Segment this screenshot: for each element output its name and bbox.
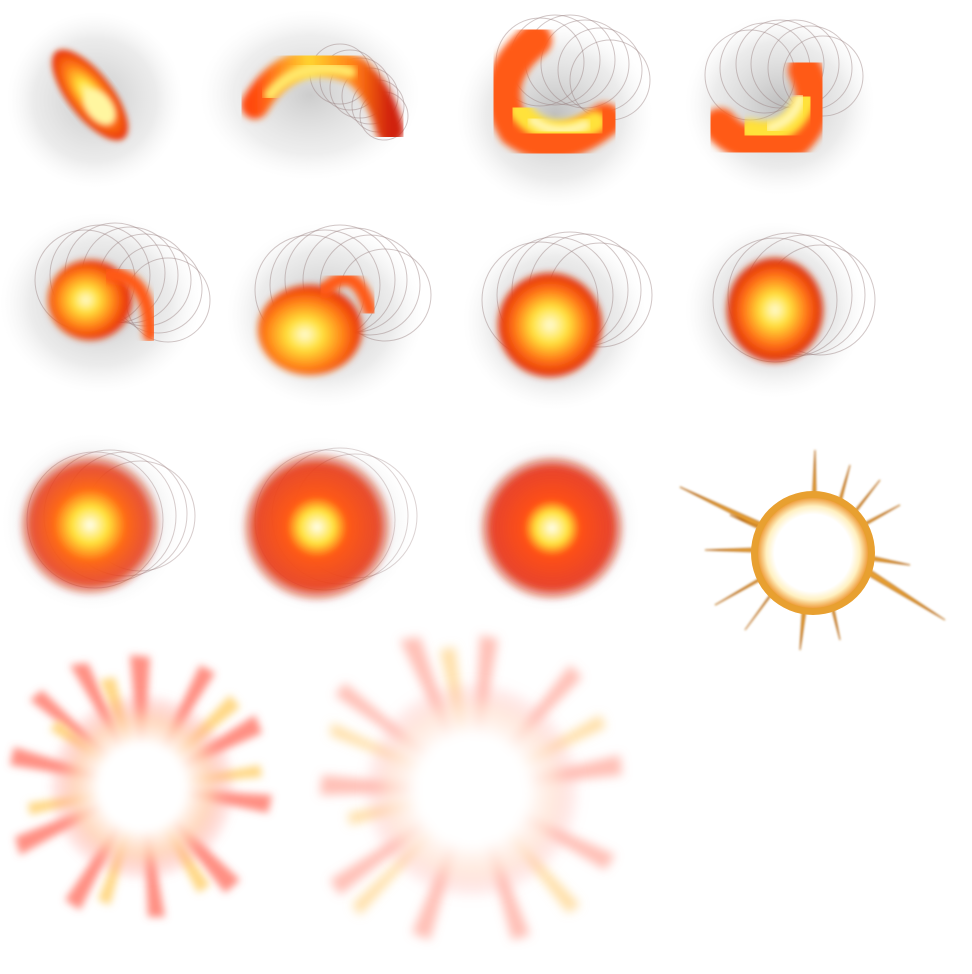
fireball-frame-1 — [0, 0, 200, 200]
fireball-frame-10 — [225, 430, 435, 615]
fireball-frame-12 — [675, 445, 950, 655]
fireball-frame-13 — [10, 655, 275, 920]
fireball-frame-4 — [675, 0, 880, 200]
fireball-frame-7 — [460, 215, 670, 415]
fireball-frame-2 — [200, 0, 430, 200]
fireball-frame-11 — [460, 430, 655, 615]
fireball-frame-14 — [320, 635, 625, 945]
fireball-frame-8 — [680, 215, 885, 405]
fireball-frame-3 — [455, 0, 670, 210]
fireball-frame-6 — [225, 210, 440, 410]
fireball-frame-5 — [0, 205, 225, 395]
fireball-frame-9 — [0, 430, 210, 615]
